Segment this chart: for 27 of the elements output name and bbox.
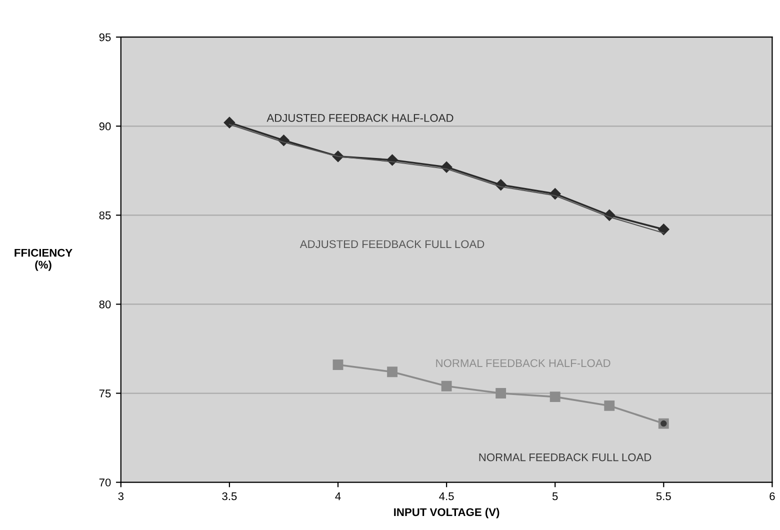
point bbox=[332, 360, 344, 370]
y-tick-label: 80 bbox=[99, 300, 111, 308]
point bbox=[224, 116, 236, 128]
series-label: NORMAL FEEDBACK HALF-LOAD bbox=[436, 359, 610, 368]
x-tick-label: 5.5 bbox=[656, 492, 671, 500]
point bbox=[441, 380, 452, 392]
x-tick-label: 5 bbox=[552, 492, 558, 500]
series-label: ADJUSTED FEEDBACK HALF-LOAD bbox=[266, 114, 454, 122]
x-tick-label: 6 bbox=[770, 492, 775, 500]
x-tick-label: 3 bbox=[118, 492, 124, 500]
point bbox=[604, 400, 615, 411]
x-axis-title: INPUT VOLTAGE (V) bbox=[394, 508, 500, 518]
y-tick-label: 70 bbox=[99, 478, 111, 486]
point bbox=[550, 392, 560, 402]
y-axis-title: FFICIENCY (%) bbox=[14, 248, 72, 271]
point bbox=[496, 388, 506, 398]
y-tick-label: 90 bbox=[99, 122, 111, 130]
x-tick-label: 4 bbox=[335, 492, 341, 500]
point bbox=[658, 224, 670, 236]
point bbox=[387, 366, 398, 378]
x-tick-label: 3.5 bbox=[222, 492, 237, 500]
y-tick-label: 75 bbox=[99, 390, 111, 398]
text: ADJUSTED FEEDBACK FULL LOAD bbox=[300, 240, 484, 248]
y-tick-label: 95 bbox=[99, 33, 111, 42]
x-tick-label: 4.5 bbox=[439, 492, 454, 500]
y-tick-label: 85 bbox=[99, 211, 111, 220]
text: NORMAL FEEDBACK FULL LOAD bbox=[479, 453, 652, 462]
